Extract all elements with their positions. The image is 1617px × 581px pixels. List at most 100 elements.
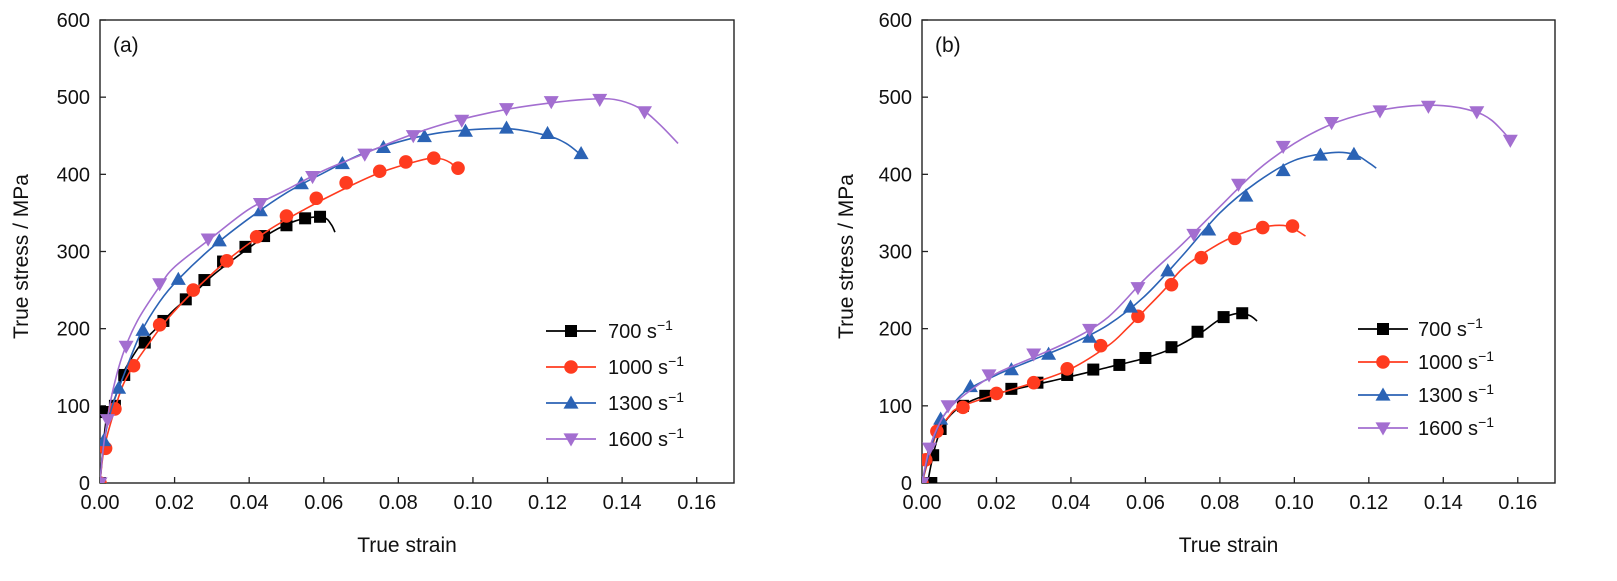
x-tick-label: 0.02 xyxy=(155,492,194,514)
x-tick-label: 0.08 xyxy=(1200,492,1239,514)
y-axis-label: True stress / MPa xyxy=(835,174,858,339)
data-point xyxy=(1123,299,1139,313)
plot-frame xyxy=(921,19,1556,484)
y-tick-label: 100 xyxy=(57,396,90,418)
data-point xyxy=(100,433,112,447)
data-point xyxy=(933,411,949,425)
data-point xyxy=(1275,162,1291,177)
legend-label-text: 1000 s xyxy=(1418,352,1478,374)
x-tick-label: 0.04 xyxy=(230,492,269,514)
data-point xyxy=(211,233,227,247)
data-point xyxy=(1375,387,1391,401)
data-point xyxy=(305,171,321,185)
series-circle xyxy=(100,151,465,483)
legend-label-superscript: −1 xyxy=(657,317,673,333)
data-point xyxy=(1130,282,1146,296)
data-point xyxy=(152,278,168,292)
data-point xyxy=(372,164,387,179)
data-point xyxy=(565,325,577,337)
data-point xyxy=(1375,422,1391,436)
data-point xyxy=(1420,100,1436,114)
panel-label: (a) xyxy=(113,34,139,57)
data-point xyxy=(1238,188,1254,202)
data-point xyxy=(339,176,353,190)
data-point xyxy=(252,198,268,212)
data-point xyxy=(499,120,515,134)
x-tick-label: 0.06 xyxy=(304,492,343,514)
data-point xyxy=(543,96,559,110)
y-tick-label: 300 xyxy=(57,242,90,264)
data-point xyxy=(1139,351,1152,364)
data-point xyxy=(1324,117,1340,131)
data-point xyxy=(451,161,465,175)
y-tick-label: 200 xyxy=(879,319,912,341)
data-point xyxy=(1131,309,1145,324)
legend-entry: 700 s−1 xyxy=(546,317,673,343)
data-point xyxy=(454,114,470,128)
data-point xyxy=(956,400,970,415)
series-triangle-down xyxy=(922,100,1518,483)
legend-label-text: 1300 s xyxy=(1418,385,1478,407)
legend-label: 1600 s−1 xyxy=(1418,414,1494,440)
x-tick-label: 0.10 xyxy=(453,492,492,514)
data-point xyxy=(1087,363,1100,376)
data-point xyxy=(314,210,327,223)
data-point xyxy=(981,369,997,383)
data-point xyxy=(249,230,264,244)
data-point xyxy=(111,380,127,394)
legend-label: 700 s−1 xyxy=(1418,315,1483,341)
data-point xyxy=(1312,147,1328,161)
data-point xyxy=(1165,341,1178,354)
data-point xyxy=(1372,105,1388,119)
data-point xyxy=(1217,311,1230,324)
y-tick-label: 400 xyxy=(879,164,912,186)
x-tick-label: 0.00 xyxy=(81,492,120,514)
data-point xyxy=(1093,338,1108,353)
legend-label-text: 1600 s xyxy=(608,429,668,451)
data-point xyxy=(357,148,373,162)
y-tick-label: 500 xyxy=(57,87,90,109)
data-point xyxy=(220,253,234,268)
y-tick-label: 200 xyxy=(57,319,90,341)
data-point xyxy=(1469,106,1485,120)
legend-label: 1300 s−1 xyxy=(1418,381,1494,407)
data-point xyxy=(1003,362,1019,376)
legend-label-text: 1300 s xyxy=(608,393,668,415)
y-tick-label: 600 xyxy=(57,10,90,32)
data-point xyxy=(573,145,589,160)
y-tick-label: 400 xyxy=(57,164,90,186)
data-point xyxy=(592,93,608,107)
x-tick-label: 0.16 xyxy=(1498,492,1537,514)
legend-label-text: 700 s xyxy=(1418,319,1467,341)
data-point xyxy=(1275,140,1291,155)
series-line xyxy=(100,157,459,483)
series-triangle-up xyxy=(922,146,1377,483)
data-point xyxy=(100,414,115,428)
chart-panel-b: 0.00 0.02 0.04 0.06 0.08 0.10 0.12 0.14 0.16 0 100… xyxy=(835,10,1556,557)
x-tick-label: 0.04 xyxy=(1051,492,1090,514)
legend-label-superscript: −1 xyxy=(1478,348,1494,364)
legend-label-superscript: −1 xyxy=(1478,381,1494,397)
data-point xyxy=(540,125,556,140)
legend-label-superscript: −1 xyxy=(1467,315,1483,331)
data-point xyxy=(279,209,294,223)
data-point xyxy=(499,103,515,117)
legend-label: 1000 s−1 xyxy=(1418,348,1494,374)
data-point xyxy=(1376,355,1390,369)
data-point xyxy=(405,130,421,144)
data-point xyxy=(152,318,167,332)
series-triangle-up xyxy=(100,120,589,483)
data-point xyxy=(100,477,108,483)
data-point xyxy=(100,406,112,419)
x-tick-label: 0.00 xyxy=(903,492,942,514)
x-tick-label: 0.08 xyxy=(379,492,418,514)
data-point xyxy=(186,283,201,297)
data-point xyxy=(940,400,956,414)
data-point xyxy=(1186,228,1202,243)
data-point xyxy=(1194,250,1209,265)
data-point xyxy=(962,379,978,393)
data-point xyxy=(299,212,312,225)
legend-label-superscript: −1 xyxy=(1478,414,1494,430)
series-triangle-down xyxy=(100,93,679,483)
legend-entry: 1000 s−1 xyxy=(1358,348,1494,374)
